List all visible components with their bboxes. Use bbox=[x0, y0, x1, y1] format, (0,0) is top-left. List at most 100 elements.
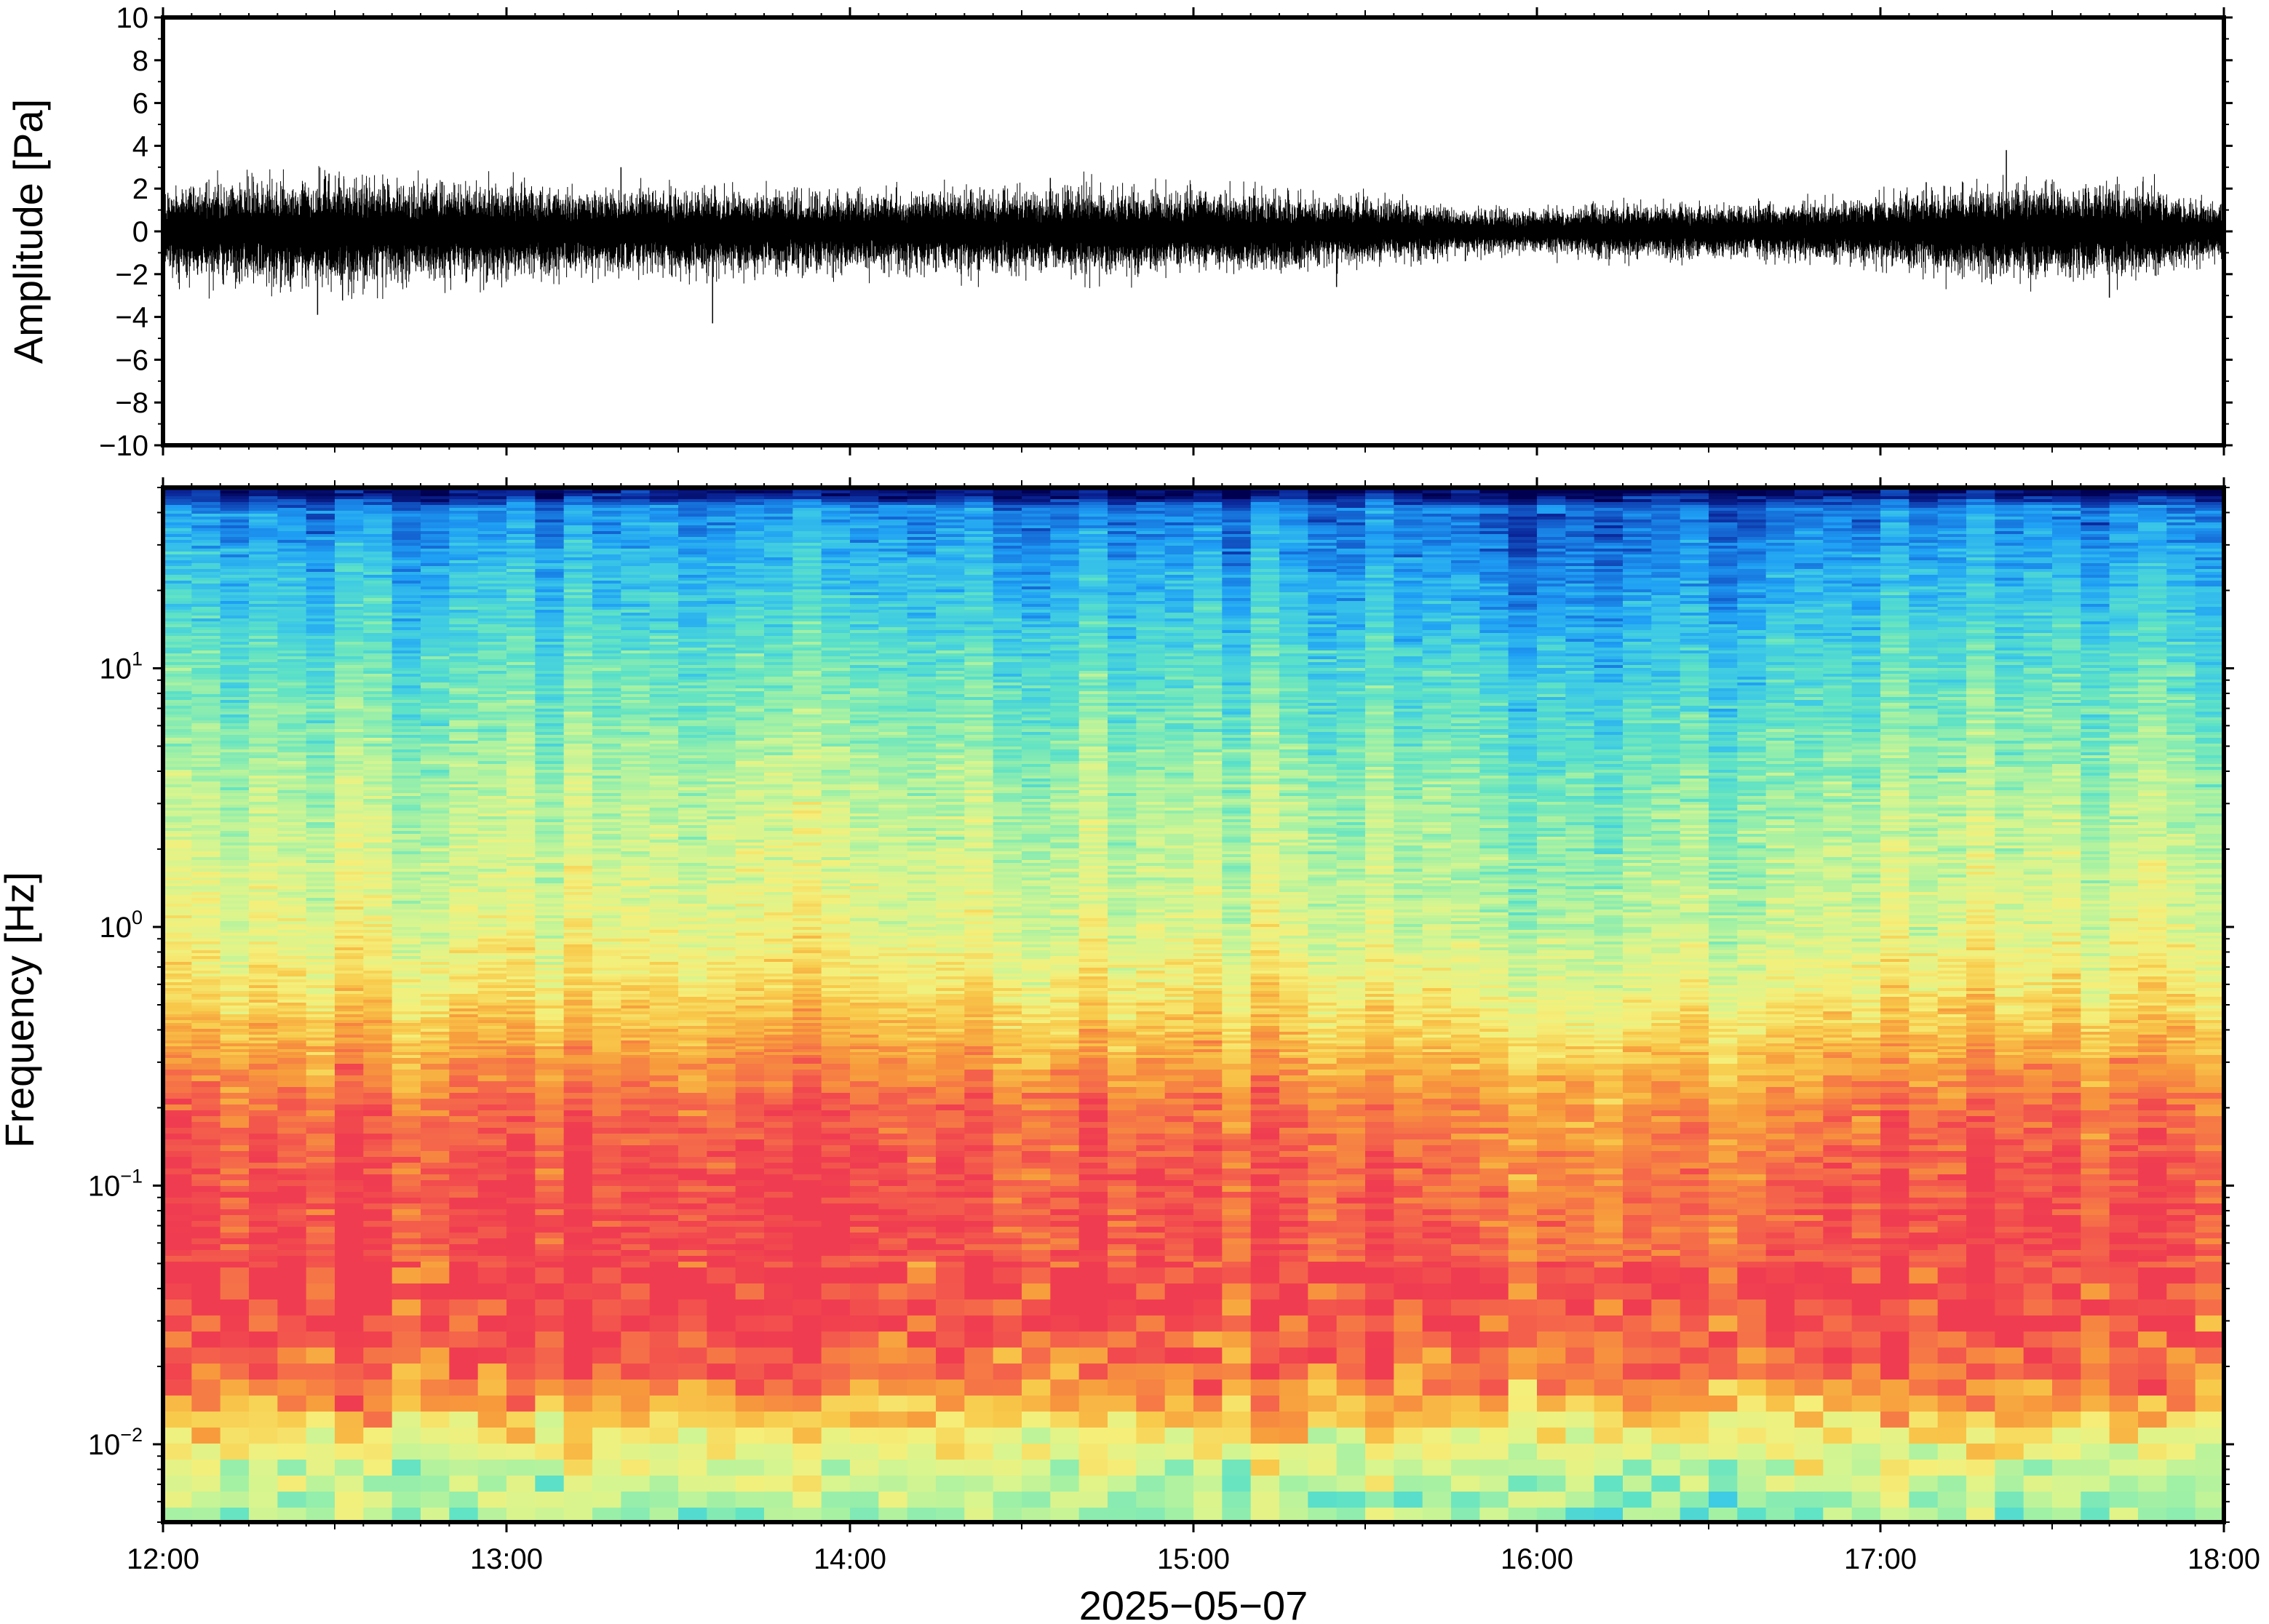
spectrogram-cell bbox=[478, 1163, 507, 1169]
spectrogram-cell bbox=[621, 877, 650, 881]
spectrogram-cell bbox=[535, 589, 564, 593]
spectrogram-cell bbox=[249, 1038, 278, 1041]
spectrogram-cell bbox=[277, 1244, 306, 1251]
spectrogram-cell bbox=[191, 554, 220, 558]
spectrogram-cell bbox=[306, 1332, 335, 1348]
spectrogram-cell bbox=[478, 991, 507, 995]
spectrogram-cell bbox=[564, 901, 593, 904]
spectrogram-cell bbox=[392, 776, 421, 779]
spectrogram-cell bbox=[564, 732, 593, 736]
spectrogram-cell bbox=[478, 924, 507, 928]
spectrogram-cell bbox=[678, 758, 707, 762]
spectrogram-cell bbox=[363, 1299, 392, 1316]
spectrogram-cell bbox=[421, 671, 450, 674]
spectrogram-cell bbox=[535, 1038, 564, 1041]
spectrogram-cell bbox=[621, 892, 650, 896]
spectrogram-cell bbox=[621, 668, 650, 672]
spectrogram-cell bbox=[163, 738, 192, 741]
spectrogram-cell bbox=[564, 974, 593, 977]
spectrogram-cell bbox=[306, 840, 335, 843]
spectrogram-cell bbox=[163, 848, 192, 852]
spectrogram-cell bbox=[335, 508, 364, 512]
spectrogram-cell bbox=[621, 956, 650, 960]
spectrogram-cell bbox=[335, 1081, 364, 1088]
spectrogram-cell bbox=[191, 1139, 220, 1146]
spectrogram-cell bbox=[191, 1052, 220, 1056]
spectrogram-cell bbox=[449, 1198, 478, 1204]
spectrogram-cell bbox=[449, 569, 478, 573]
spectrogram-cell bbox=[564, 1163, 593, 1169]
spectrogram-cell bbox=[277, 1460, 306, 1476]
spectrogram-cell bbox=[392, 677, 421, 680]
spectrogram-cell bbox=[449, 1122, 478, 1129]
spectrogram-cell bbox=[650, 738, 679, 741]
spectrogram-cell bbox=[163, 979, 192, 983]
spectrogram-cell bbox=[163, 1008, 192, 1012]
spectrogram-cell bbox=[678, 930, 707, 934]
spectrogram-cell bbox=[421, 761, 450, 765]
spectrogram-cell bbox=[163, 1017, 192, 1021]
spectrogram-cell bbox=[421, 752, 450, 756]
spectrogram-cell bbox=[650, 1364, 679, 1380]
spectrogram-cell bbox=[707, 540, 736, 544]
spectrogram-cell bbox=[277, 773, 306, 776]
spectrogram-cell bbox=[191, 540, 220, 544]
spectrogram-cell bbox=[478, 1460, 507, 1476]
spectrogram-cell bbox=[592, 592, 621, 596]
spectrogram-cell bbox=[506, 816, 536, 820]
spectrogram-cell bbox=[363, 1008, 392, 1012]
spectrogram-cell bbox=[650, 1380, 679, 1396]
spectrogram-cell bbox=[592, 994, 621, 998]
spectrogram-cell bbox=[421, 1008, 450, 1012]
spectrogram-cell bbox=[506, 781, 536, 785]
spectrogram-cell bbox=[421, 604, 450, 608]
spectrogram-cell bbox=[277, 1058, 306, 1064]
spectrogram-cell bbox=[392, 517, 421, 520]
spectrogram-cell bbox=[163, 828, 192, 832]
spectrogram-cell bbox=[306, 688, 335, 692]
spectrogram-cell bbox=[421, 840, 450, 843]
spectrogram-cell bbox=[249, 1046, 278, 1050]
spectrogram-cell bbox=[191, 715, 220, 718]
spectrogram-cell bbox=[449, 758, 478, 762]
spectrogram-cell bbox=[535, 592, 564, 596]
spectrogram-cell bbox=[449, 680, 478, 683]
spectrogram-cell bbox=[277, 843, 306, 846]
spectrogram-cell bbox=[220, 982, 250, 986]
spectrogram-cell bbox=[363, 1157, 392, 1163]
spectrogram-cell bbox=[363, 604, 392, 608]
spectrogram-cell bbox=[678, 950, 707, 954]
spectrogram-cell bbox=[478, 703, 507, 706]
spectrogram-cell bbox=[621, 1203, 650, 1210]
spectrogram-cell bbox=[363, 1081, 392, 1088]
spectrogram-cell bbox=[249, 776, 278, 779]
spectrogram-cell bbox=[678, 607, 707, 610]
spectrogram-cell bbox=[163, 741, 192, 744]
spectrogram-cell bbox=[277, 546, 306, 549]
spectrogram-cell bbox=[277, 770, 306, 773]
spectrogram-cell bbox=[277, 543, 306, 546]
spectrogram-cell bbox=[678, 618, 707, 622]
spectrogram-cell bbox=[449, 840, 478, 843]
spectrogram-cell bbox=[163, 819, 192, 823]
spectrogram-cell bbox=[564, 822, 593, 826]
spectrogram-cell bbox=[621, 947, 650, 951]
spectrogram-cell bbox=[249, 604, 278, 608]
spectrogram-cell bbox=[449, 674, 478, 677]
spectrogram-cell bbox=[449, 1003, 478, 1006]
spectrogram-cell bbox=[163, 616, 192, 619]
spectrogram-cell bbox=[220, 534, 250, 538]
spectrogram-cell bbox=[592, 761, 621, 765]
spectrogram-cell bbox=[478, 752, 507, 756]
spectrogram-cell bbox=[363, 586, 392, 590]
spectrogram-cell bbox=[163, 1250, 192, 1257]
spectrogram-cell bbox=[478, 621, 507, 625]
spectrogram-cell bbox=[220, 1244, 250, 1251]
spectrogram-cell bbox=[163, 685, 192, 689]
spectrogram-cell bbox=[363, 1099, 392, 1105]
spectrogram-cell bbox=[220, 1250, 250, 1257]
spectrogram-cell bbox=[621, 909, 650, 913]
amplitude-y-tick-label: 2 bbox=[132, 173, 148, 205]
spectrogram-cell bbox=[506, 939, 536, 942]
spectrogram-cell bbox=[421, 662, 450, 666]
